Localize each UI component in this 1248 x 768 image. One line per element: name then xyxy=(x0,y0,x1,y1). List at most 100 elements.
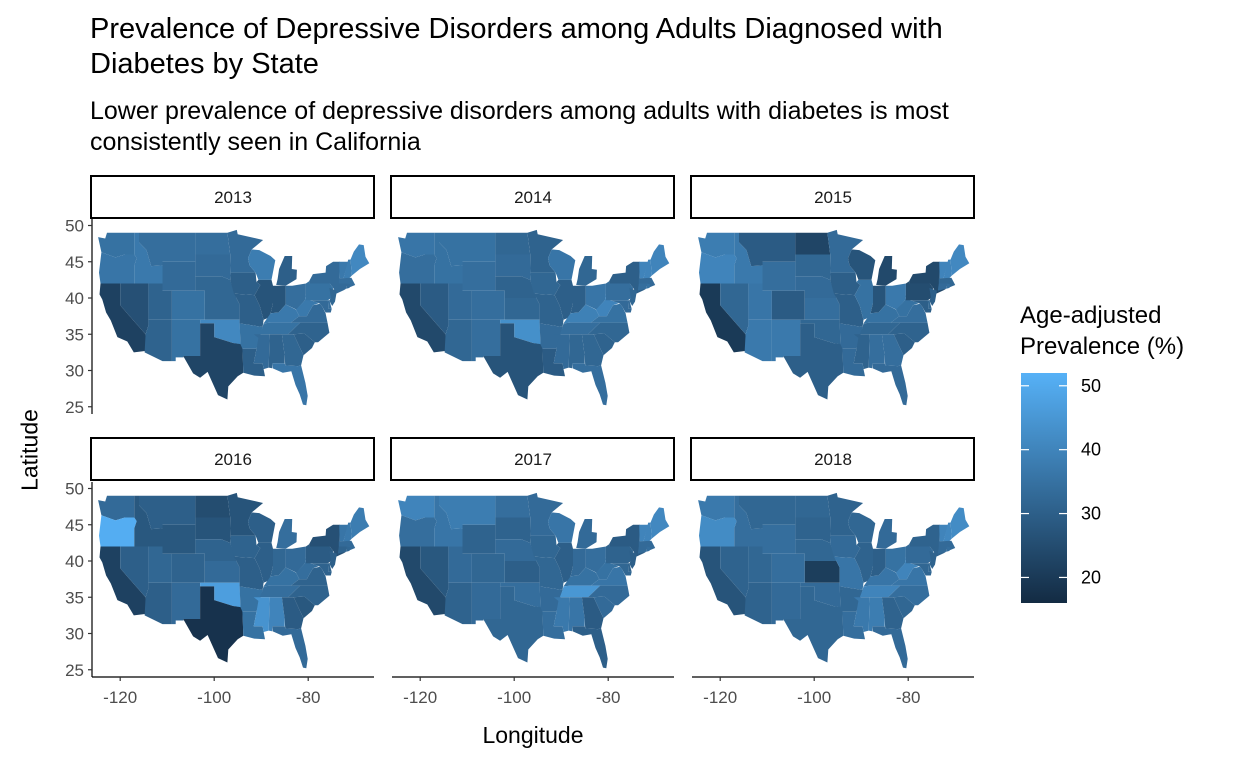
state-region-WI[interactable] xyxy=(248,512,276,543)
state-region-NH[interactable] xyxy=(343,522,352,542)
state-region-LA[interactable] xyxy=(842,611,865,640)
state-region-IA[interactable] xyxy=(530,535,561,559)
state-region-SD[interactable] xyxy=(495,517,531,543)
state-region-GA[interactable] xyxy=(281,597,304,630)
state-region-MS[interactable] xyxy=(853,334,870,370)
state-region-CA[interactable] xyxy=(99,546,147,616)
state-region-WV[interactable] xyxy=(296,556,319,580)
state-region-MI[interactable] xyxy=(876,519,897,549)
state-region-KS[interactable] xyxy=(804,561,840,583)
state-region-UT[interactable] xyxy=(148,546,172,583)
state-region-ME[interactable] xyxy=(350,507,370,539)
state-region-IN[interactable] xyxy=(870,548,886,577)
state-region-MN[interactable] xyxy=(827,229,864,273)
state-region-TX[interactable] xyxy=(483,586,544,663)
state-region-KY[interactable] xyxy=(263,567,300,587)
state-region-TN[interactable] xyxy=(559,322,601,335)
state-region-ME[interactable] xyxy=(350,244,370,276)
state-region-OH[interactable] xyxy=(885,283,906,310)
state-region-OH[interactable] xyxy=(585,283,606,310)
state-region-OR[interactable] xyxy=(399,252,437,284)
state-region-TX[interactable] xyxy=(183,586,244,663)
state-region-SC[interactable] xyxy=(893,596,915,619)
state-region-ND[interactable] xyxy=(495,232,531,255)
state-region-MI[interactable] xyxy=(876,256,897,286)
state-region-IN[interactable] xyxy=(270,285,286,314)
state-region-ME[interactable] xyxy=(650,244,670,276)
state-region-WI[interactable] xyxy=(848,512,876,543)
state-region-ID[interactable] xyxy=(134,232,163,284)
state-region-NE[interactable] xyxy=(495,276,537,298)
state-region-UT[interactable] xyxy=(148,283,172,320)
state-region-NV[interactable] xyxy=(120,546,149,598)
state-region-MS[interactable] xyxy=(253,597,270,632)
state-region-NC[interactable] xyxy=(288,585,330,606)
state-region-KS[interactable] xyxy=(504,298,540,320)
state-region-WA[interactable] xyxy=(398,232,435,258)
state-region-TN[interactable] xyxy=(859,322,901,335)
state-region-MI[interactable] xyxy=(276,519,297,549)
state-region-NV[interactable] xyxy=(120,283,149,335)
state-region-NY[interactable] xyxy=(609,524,646,557)
state-region-DE[interactable] xyxy=(327,563,332,572)
state-region-NC[interactable] xyxy=(888,585,930,606)
state-region-AL[interactable] xyxy=(268,597,285,632)
state-region-KY[interactable] xyxy=(863,567,900,587)
state-region-UT[interactable] xyxy=(448,546,472,583)
state-region-DE[interactable] xyxy=(327,300,332,309)
state-region-MO[interactable] xyxy=(533,293,564,327)
state-region-CT[interactable] xyxy=(637,283,647,291)
state-region-OH[interactable] xyxy=(885,546,906,573)
state-region-MD[interactable] xyxy=(610,300,632,313)
state-region-KS[interactable] xyxy=(504,561,540,583)
state-region-ID[interactable] xyxy=(134,495,163,547)
state-region-AL[interactable] xyxy=(868,597,885,632)
state-region-WA[interactable] xyxy=(698,232,735,258)
state-region-MO[interactable] xyxy=(833,556,864,590)
state-region-NY[interactable] xyxy=(909,261,946,294)
state-region-OH[interactable] xyxy=(285,546,306,573)
state-region-NM[interactable] xyxy=(471,319,501,362)
state-region-NJ[interactable] xyxy=(329,287,337,306)
state-region-MO[interactable] xyxy=(233,556,264,590)
state-region-CA[interactable] xyxy=(99,283,147,353)
state-region-LA[interactable] xyxy=(842,348,865,377)
state-region-NM[interactable] xyxy=(771,319,801,362)
state-region-CO[interactable] xyxy=(771,553,805,583)
state-region-FL[interactable] xyxy=(872,363,908,406)
state-region-NC[interactable] xyxy=(588,585,630,606)
state-region-MS[interactable] xyxy=(853,597,870,632)
state-region-NC[interactable] xyxy=(288,322,330,343)
state-region-MS[interactable] xyxy=(253,334,270,370)
state-region-NJ[interactable] xyxy=(929,550,937,569)
state-region-ND[interactable] xyxy=(195,232,231,255)
state-region-WY[interactable] xyxy=(762,524,796,554)
state-region-ID[interactable] xyxy=(734,495,763,547)
state-region-AR[interactable] xyxy=(239,586,263,612)
state-region-ID[interactable] xyxy=(434,495,463,547)
state-region-PA[interactable] xyxy=(305,281,334,301)
state-region-RI[interactable] xyxy=(946,283,950,289)
state-region-WV[interactable] xyxy=(296,293,319,317)
state-region-NY[interactable] xyxy=(309,261,346,294)
state-region-ID[interactable] xyxy=(434,232,463,284)
state-region-CO[interactable] xyxy=(171,290,205,320)
state-region-TN[interactable] xyxy=(559,585,601,598)
state-region-SC[interactable] xyxy=(593,333,615,356)
state-region-IA[interactable] xyxy=(830,535,861,559)
state-region-OH[interactable] xyxy=(285,283,306,310)
state-region-NM[interactable] xyxy=(171,582,201,625)
state-region-DE[interactable] xyxy=(927,300,932,309)
state-region-RI[interactable] xyxy=(946,546,950,552)
state-region-MT[interactable] xyxy=(739,495,796,530)
state-region-CT[interactable] xyxy=(937,546,947,554)
state-region-KS[interactable] xyxy=(804,298,840,320)
state-region-WI[interactable] xyxy=(548,512,576,543)
state-region-IA[interactable] xyxy=(830,272,861,296)
state-region-MN[interactable] xyxy=(227,229,264,273)
state-region-NH[interactable] xyxy=(343,259,352,279)
state-region-KY[interactable] xyxy=(563,567,600,587)
state-region-CO[interactable] xyxy=(771,290,805,320)
state-region-MS[interactable] xyxy=(553,334,570,370)
state-region-DE[interactable] xyxy=(927,563,932,572)
